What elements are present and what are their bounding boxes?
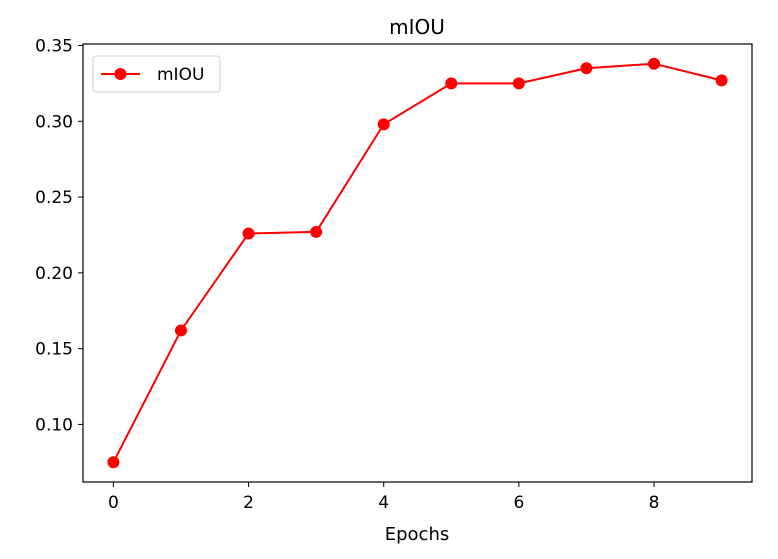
legend-marker-swatch: [114, 68, 127, 80]
data-point: [310, 225, 323, 238]
y-tick-label: 0.15: [35, 340, 73, 360]
y-tick-label: 0.25: [35, 188, 73, 208]
data-point: [445, 77, 458, 90]
data-point: [648, 57, 661, 70]
data-point: [512, 77, 525, 90]
x-tick-label: 6: [513, 493, 524, 513]
plot-area: [107, 57, 728, 469]
data-point: [107, 456, 120, 469]
x-tick-label: 2: [243, 493, 254, 513]
data-point: [377, 118, 390, 131]
data-point: [174, 324, 187, 337]
legend-box: [92, 55, 221, 93]
legend-label: mIOU: [157, 65, 204, 85]
x-tick-label: 0: [108, 493, 119, 513]
chart-title: mIOU: [389, 15, 445, 39]
axes: 0 2 4 6 8 0.10 0.15 0.20 0.25 0.30 0.35: [35, 37, 659, 513]
data-point: [580, 62, 593, 75]
y-tick-label: 0.30: [35, 112, 73, 132]
axes-frame: [82, 43, 753, 483]
legend: mIOU: [92, 55, 221, 93]
data-point: [715, 74, 728, 87]
y-tick-label: 0.20: [35, 264, 73, 284]
data-point: [242, 227, 255, 240]
y-tick-label: 0.35: [35, 37, 73, 57]
x-tick-label: 4: [378, 493, 389, 513]
x-tick-label: 8: [649, 493, 660, 513]
series-line: [112, 62, 722, 463]
y-tick-label: 0.10: [35, 415, 73, 435]
x-axis-title: Epochs: [385, 524, 450, 545]
